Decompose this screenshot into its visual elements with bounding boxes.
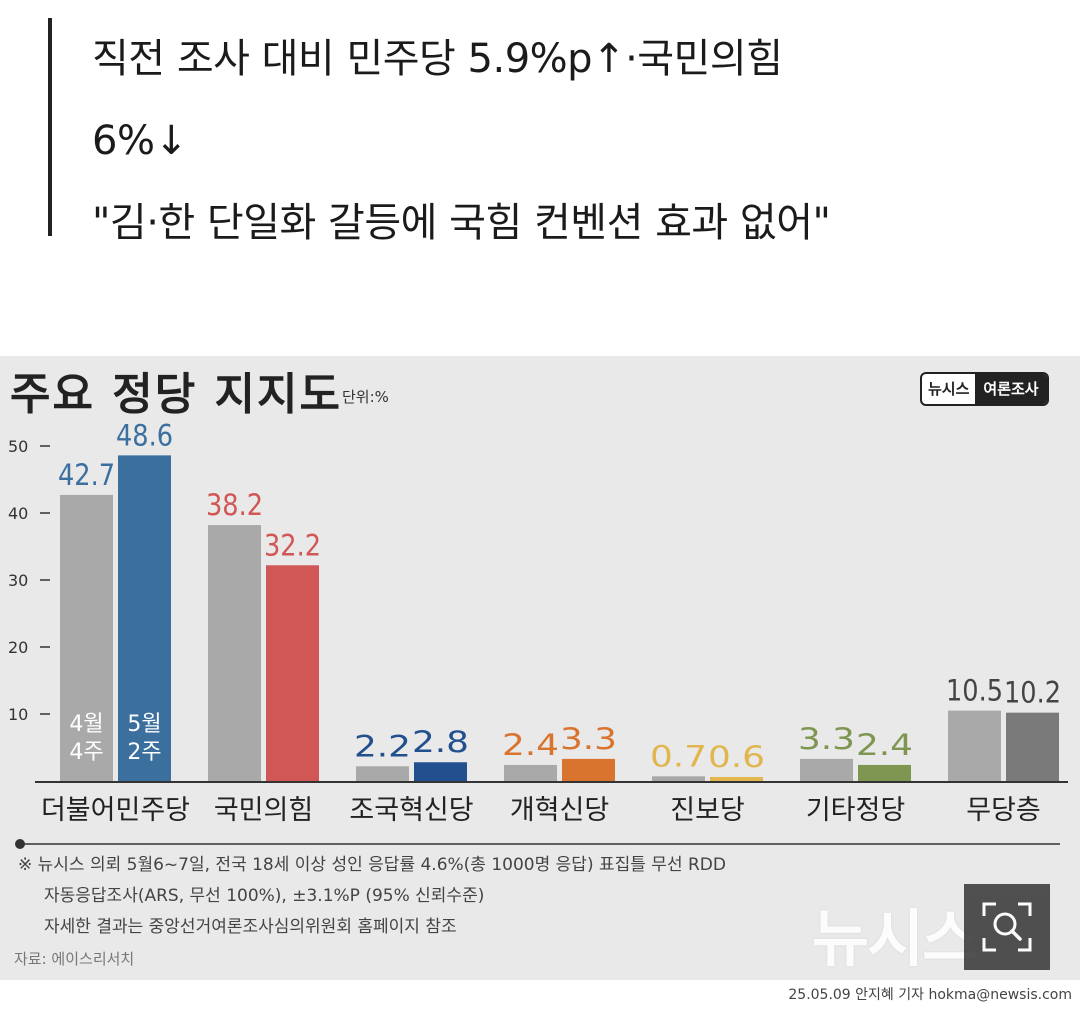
y-tick-label: 40	[8, 504, 28, 523]
brand-badge-left: 뉴시스	[928, 380, 970, 398]
bar-curr	[710, 776, 763, 781]
y-tick-label: 20	[8, 638, 28, 657]
survey-note-2: 자동응답조사(ARS, 무선 100%), ±3.1%P (95% 신뢰수준)	[44, 886, 485, 906]
bar-curr	[858, 764, 911, 781]
headline-line-1: 직전 조사 대비 민주당 5.9%p↑·국민의힘	[92, 36, 783, 82]
bar-value-label: 2.4	[856, 728, 913, 762]
bar-value-label: 32.2	[264, 528, 321, 562]
category-label: 개혁신당	[510, 795, 609, 826]
bar-prev	[356, 766, 409, 781]
zoom-icon	[982, 902, 1032, 952]
y-tick-label: 50	[8, 437, 28, 456]
bar-curr	[414, 762, 467, 781]
brand-badge-right: 여론조사	[975, 374, 1047, 404]
infographic-panel: 주요 정당 지지도 단위:% 뉴시스 여론조사 10 20 30 40 50 42.7 4월…	[0, 356, 1080, 1021]
bar-value-label: 2.8	[412, 725, 469, 759]
zoom-button[interactable]	[964, 884, 1050, 970]
chart-unit: 단위:%	[342, 388, 389, 406]
bar-prev	[948, 710, 1001, 781]
category-label: 조국혁신당	[349, 795, 473, 826]
headline-line-3: "김·한 단일화 갈등에 국힘 컨벤션 효과 없어"	[92, 200, 831, 246]
bar-prev	[800, 758, 853, 781]
brand-badge: 뉴시스 여론조사	[920, 372, 1049, 406]
bar-curr	[1006, 712, 1059, 781]
bar-prev	[504, 764, 557, 781]
bar-curr	[562, 758, 615, 781]
category-label: 무당층	[966, 795, 1041, 826]
survey-note-3: 자세한 결과는 중앙선거여론조사심의위원회 홈페이지 참조	[44, 917, 457, 937]
category-label: 국민의힘	[214, 795, 313, 826]
bar-value-label: 0.7	[650, 739, 707, 773]
bar-curr	[266, 565, 319, 781]
bar-value-label: 10.2	[1004, 676, 1061, 710]
y-tick-label: 10	[8, 705, 28, 724]
bar-value-label: 42.7	[58, 458, 115, 492]
chart-title: 주요 정당 지지도	[10, 369, 342, 420]
series-label: 4월	[69, 712, 103, 737]
category-label: 더불어민주당	[41, 795, 190, 826]
category-label: 진보당	[670, 795, 745, 826]
bar-curr	[118, 455, 171, 781]
footer-band	[0, 980, 1080, 1021]
category-label: 기타정당	[806, 795, 905, 826]
bar-value-label: 48.6	[116, 418, 173, 452]
bar-value-label: 3.3	[798, 722, 855, 756]
bar-value-label: 3.3	[560, 722, 617, 756]
bar-prev	[652, 776, 705, 781]
bar-value-label: 2.4	[502, 728, 559, 762]
y-tick-label: 30	[8, 571, 28, 590]
bar-value-label: 38.2	[206, 488, 263, 522]
bar-prev	[208, 525, 261, 781]
headline-line-2: 6%↓	[92, 118, 188, 164]
bar-value-label: 10.5	[946, 674, 1003, 708]
survey-note-1: ※ 뉴시스 의뢰 5월6~7일, 전국 18세 이상 성인 응답률 4.6%(총…	[18, 855, 726, 875]
bar-value-label: 0.6	[708, 740, 765, 774]
headline-accent-bar	[48, 18, 52, 236]
series-label: 5월	[127, 712, 161, 737]
data-source: 자료: 에이스리서치	[14, 950, 135, 968]
bar-prev	[60, 494, 113, 781]
survey-notes: ※ 뉴시스 의뢰 5월6~7일, 전국 18세 이상 성인 응답률 4.6%(총…	[18, 850, 726, 943]
bar-value-label: 2.2	[354, 729, 411, 763]
newsis-watermark: 뉴시스	[812, 902, 979, 975]
series-label: 4주	[69, 740, 103, 765]
series-label: 2주	[127, 740, 161, 765]
reporter-credit: 25.05.09 안지혜 기자 hokma@newsis.com	[788, 987, 1072, 1003]
